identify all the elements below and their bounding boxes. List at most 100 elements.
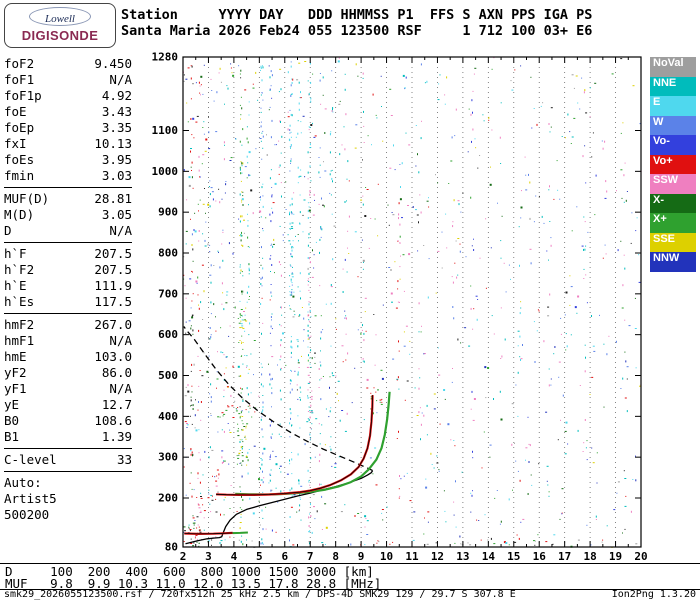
param-label: h`Es: [4, 294, 35, 309]
param-value: N/A: [109, 381, 132, 396]
param-row-d: D N/A: [4, 223, 132, 239]
svg-text:200: 200: [158, 492, 178, 505]
param-label: hmF1: [4, 333, 35, 348]
param-value: 3.05: [101, 207, 132, 222]
svg-text:800: 800: [158, 247, 178, 260]
param-row-h-f: h`F 207.5: [4, 246, 132, 262]
param-label: yF2: [4, 365, 27, 380]
param-value: 9.450: [94, 56, 132, 71]
svg-text:1000: 1000: [152, 165, 179, 178]
logo-digisonde-text: DIGISONDE: [21, 28, 99, 43]
param-label: M(D): [4, 207, 35, 222]
echo-direction-legend: NoVal NNE E W Vo- Vo+ SSW X- X+ SSE NNW: [650, 57, 696, 272]
param-row-hme: hmE 103.0: [4, 349, 132, 365]
svg-text:5: 5: [256, 550, 263, 563]
param-label: hmF2: [4, 317, 35, 332]
param-value: N/A: [109, 223, 132, 238]
param-value: 1.39: [101, 429, 132, 444]
param-row-foes: foEs 3.95: [4, 152, 132, 168]
param-row-h-es: h`Es 117.5: [4, 294, 132, 310]
svg-text:400: 400: [158, 410, 178, 423]
param-value: 3.03: [101, 168, 132, 183]
svg-text:15: 15: [507, 550, 520, 563]
param-label: h`F2: [4, 262, 35, 277]
param-value: 267.0: [94, 317, 132, 332]
legend-item-w: W: [650, 115, 696, 135]
legend-item-x: X-: [650, 193, 696, 213]
svg-text:14: 14: [482, 550, 496, 563]
param-label: yF1: [4, 381, 27, 396]
param-group-divider: [4, 242, 132, 243]
param-value: 12.7: [101, 397, 132, 412]
es-x-trace: [232, 531, 248, 535]
svg-text:7: 7: [307, 550, 314, 563]
svg-text:900: 900: [158, 206, 178, 219]
autoscaling-line-auto: Auto:: [4, 475, 42, 490]
param-label: foE: [4, 104, 27, 119]
param-row-foe: foE 3.43: [4, 104, 132, 120]
param-row-fof1: foF1 N/A: [4, 72, 132, 88]
muf-distance-row: D 100 200 400 600 800 1000 1500 3000 [km…: [5, 564, 374, 579]
param-label: yE: [4, 397, 20, 412]
param-group-divider: [4, 471, 132, 472]
autoscaling-line-500200: 500200: [4, 507, 50, 522]
param-row-b0: B0 108.6: [4, 413, 132, 429]
param-row-fof1p: foF1p 4.92: [4, 88, 132, 104]
param-row-h-e: h`E 111.9: [4, 278, 132, 294]
param-value: 10.13: [94, 136, 132, 151]
legend-item-ssw: SSW: [650, 174, 696, 194]
ionogram-plot: 2 3 4 5 6 7 8 9 10 11 12 13 14 15 16 17 18 19 20 1280 1100 10…: [138, 50, 650, 580]
param-value: 3.35: [101, 120, 132, 135]
param-row-m-d: M(D) 3.05: [4, 207, 132, 223]
param-value: N/A: [109, 72, 132, 87]
param-value: 207.5: [94, 246, 132, 261]
param-label: foF1p: [4, 88, 42, 103]
svg-text:2: 2: [180, 550, 187, 563]
echo-noise: [183, 57, 642, 548]
svg-text:20: 20: [634, 550, 647, 563]
param-label: foEs: [4, 152, 35, 167]
topside-profile-dashed: [183, 326, 373, 472]
param-row-yf2: yF2 86.0: [4, 365, 132, 381]
logo-oval-wrap: Lowell: [5, 7, 115, 26]
svg-text:13: 13: [456, 550, 469, 563]
legend-item-vo: Vo+: [650, 154, 696, 174]
header-column-titles: Station YYYY DAY DDD HHMMSS P1 FFS S AXN…: [121, 7, 593, 23]
param-value: N/A: [109, 333, 132, 348]
legend-item-noval: NoVal: [650, 57, 696, 77]
param-value: 3.43: [101, 104, 132, 119]
param-value: 3.95: [101, 152, 132, 167]
legend-item-sse: SSE: [650, 232, 696, 252]
param-row-c-level: C-level 33: [4, 452, 132, 468]
param-value: 117.5: [94, 294, 132, 309]
footer-version: Ion2Png 1.3.20: [611, 589, 696, 600]
param-row-fmin: fmin 3.03: [4, 168, 132, 184]
param-value: 86.0: [101, 365, 132, 380]
svg-text:8: 8: [332, 550, 339, 563]
param-value: 28.81: [94, 191, 132, 206]
param-label: D: [4, 223, 12, 238]
svg-text:18: 18: [583, 550, 596, 563]
param-group-divider: [4, 313, 132, 314]
legend-item-nne: NNE: [650, 76, 696, 96]
param-value: 108.6: [94, 413, 132, 428]
legend-item-x: X+: [650, 213, 696, 233]
param-label: MUF(D): [4, 191, 50, 206]
svg-text:3: 3: [205, 550, 212, 563]
param-label: h`F: [4, 246, 27, 261]
autoscaled-f-trace: [216, 395, 373, 496]
param-value: 111.9: [94, 278, 132, 293]
svg-text:16: 16: [533, 550, 547, 563]
svg-text:1100: 1100: [152, 124, 179, 137]
svg-text:700: 700: [158, 287, 178, 300]
ionogram-svg: 2 3 4 5 6 7 8 9 10 11 12 13 14 15 16 17 18 19 20 1280 1100 10…: [152, 51, 648, 564]
svg-text:80: 80: [165, 541, 178, 554]
param-row-fxi: fxI 10.13: [4, 136, 132, 152]
axes: 2 3 4 5 6 7 8 9 10 11 12 13 14 15 16 17 18 19 20 1280 1100 10…: [152, 51, 648, 564]
param-row-ye: yE 12.7: [4, 397, 132, 413]
muf-values-row: MUF 9.8 9.9 10.3 11.0 12.0 13.5 17.8 28.…: [5, 576, 382, 591]
param-group-divider: [4, 187, 132, 188]
svg-text:500: 500: [158, 369, 178, 382]
param-label: fxI: [4, 136, 27, 151]
